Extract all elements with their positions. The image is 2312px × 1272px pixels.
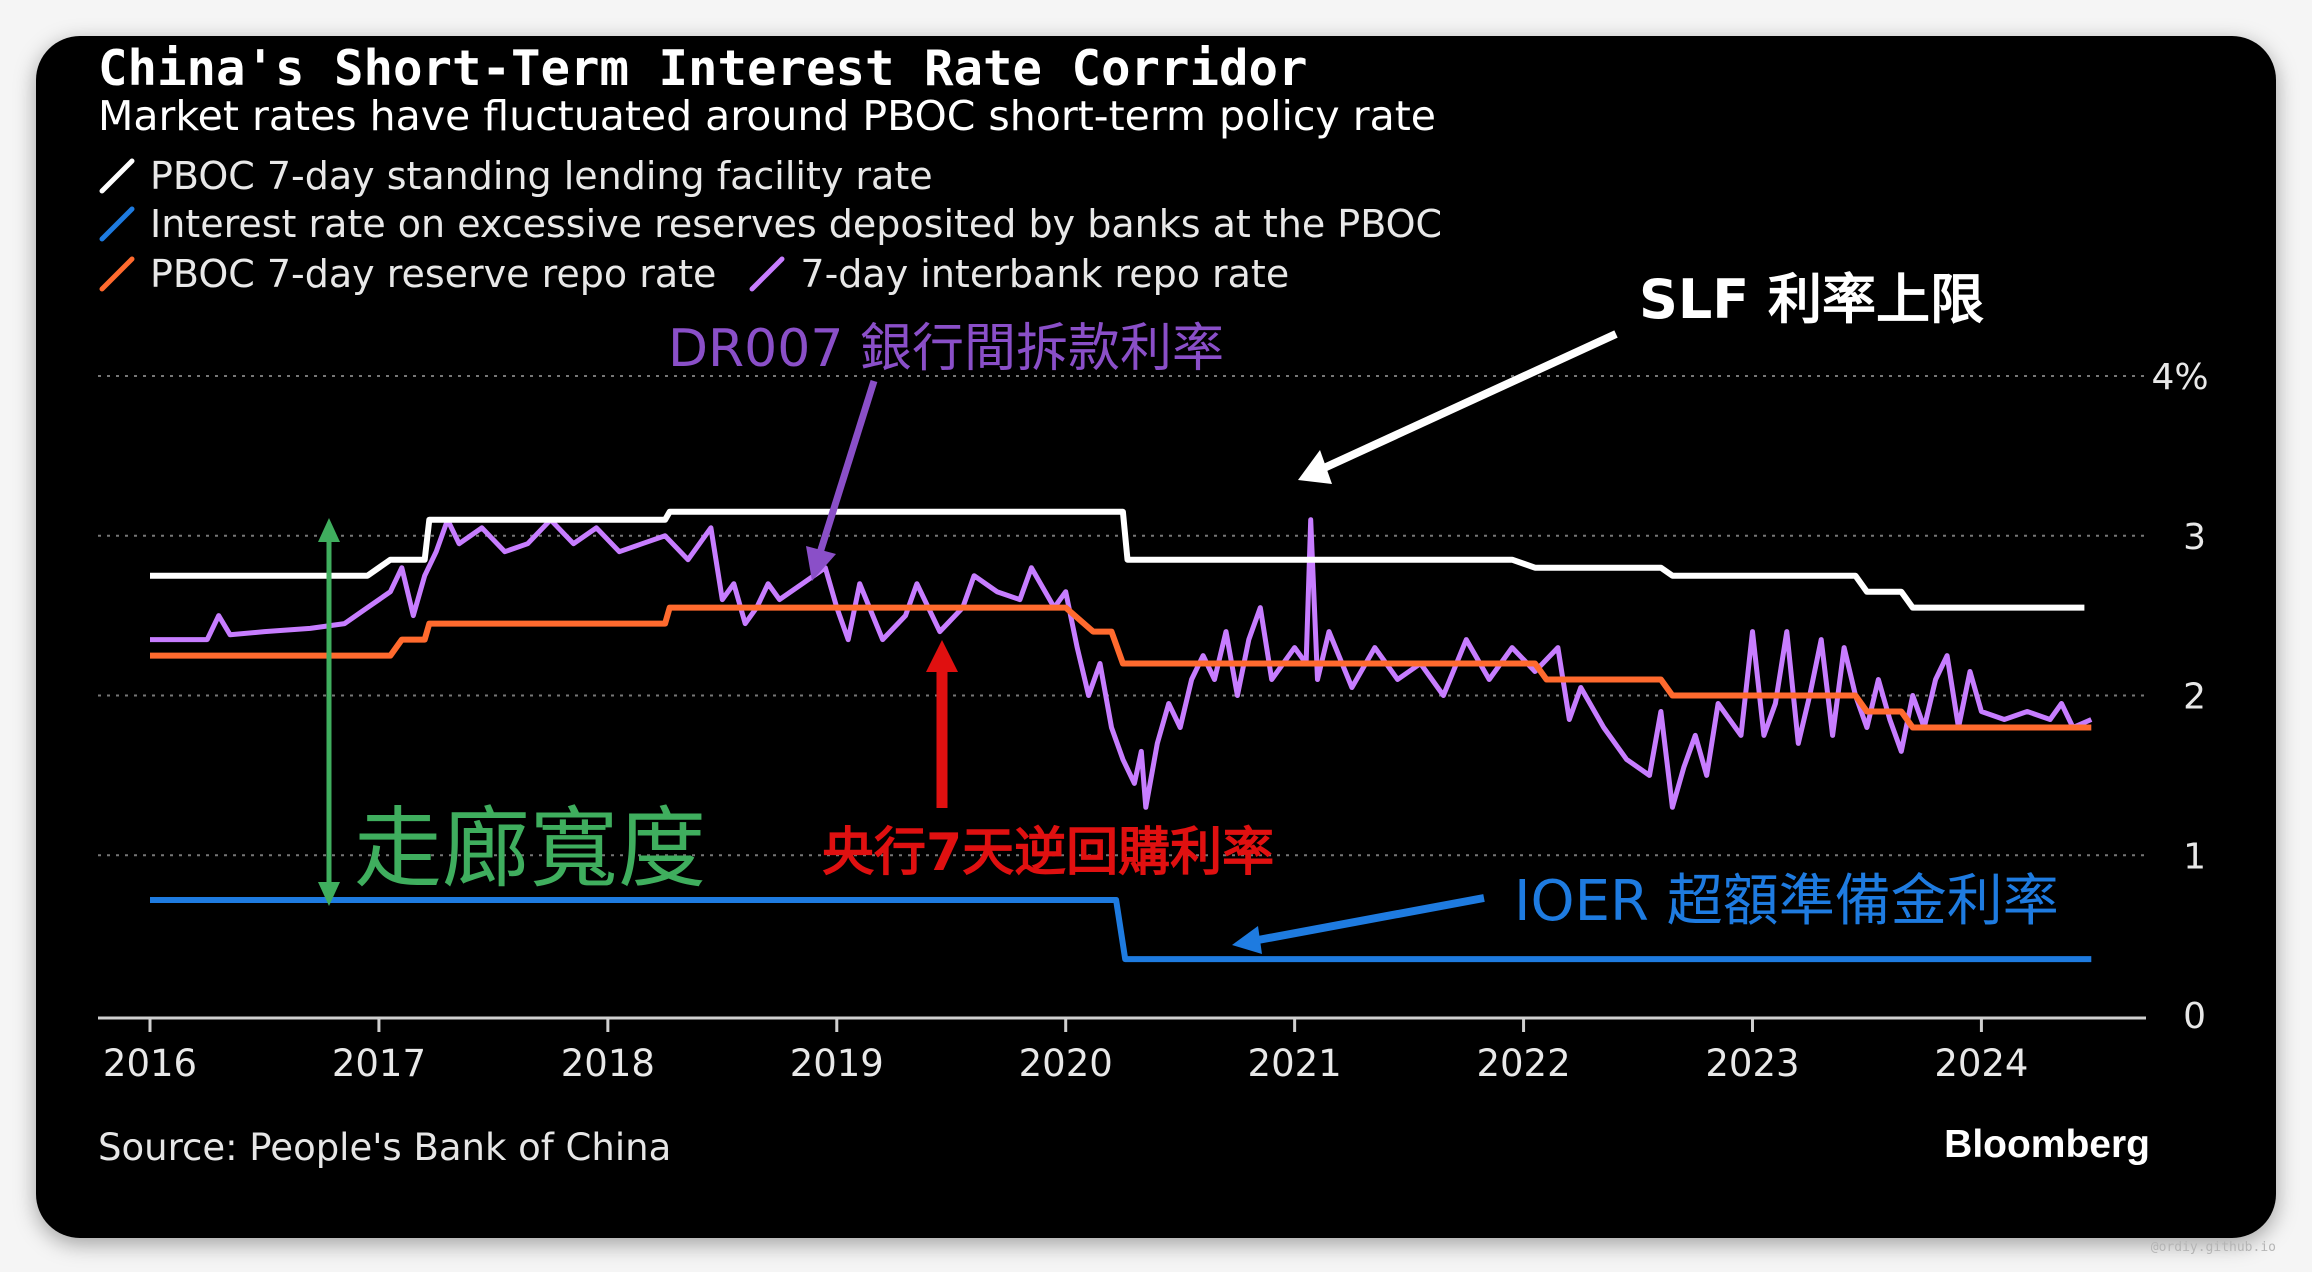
- annotation-layer: DR007 銀行間拆款利率 SLF 利率上限 走廊寬度 央行7天逆回購利率 IO…: [318, 268, 2059, 954]
- ioer-arrow: [1257, 894, 1485, 944]
- y-tick-label: 3: [2183, 517, 2206, 558]
- axis-layer: 0 1 2 3 4% 2016 2017 2018 2019 2020 2021 2022 2023 20…: [98, 357, 2209, 1085]
- dr007-arrow: [815, 379, 878, 558]
- legend-slash-icon: [96, 203, 138, 245]
- reverse-repo-arrowhead: [926, 640, 958, 672]
- x-tick-label: 2019: [790, 1042, 884, 1085]
- legend-entry-ioer: Interest rate on excessive reserves depo…: [96, 202, 1472, 246]
- corridor-arrowhead-bottom: [318, 882, 340, 906]
- bloomberg-logo: Bloomberg: [1944, 1123, 2150, 1166]
- legend-entry-slf: PBOC 7-day standing lending facility rat…: [96, 154, 963, 198]
- slf-cap-arrow: [1322, 330, 1618, 472]
- series-line-1: [150, 897, 2092, 963]
- legend-label-ioer: Interest rate on excessive reserves depo…: [150, 202, 1443, 246]
- grid-layer: [98, 375, 2146, 857]
- legend-label-interbank: 7-day interbank repo rate: [800, 252, 1290, 296]
- x-tick-label: 2016: [103, 1042, 197, 1085]
- slf-cap-label: SLF 利率上限: [1639, 268, 1984, 331]
- legend-slash-icon: [746, 253, 788, 295]
- x-tick-label: 2017: [332, 1042, 426, 1085]
- chart-title: China's Short-Term Interest Rate Corrido…: [98, 40, 1308, 97]
- corridor-label: 走廊寬度: [354, 797, 706, 900]
- series-line-2: [150, 604, 2092, 731]
- chart-subtitle: Market rates have fluctuated around PBOC…: [98, 92, 1437, 140]
- y-tick-label: 1: [2183, 836, 2206, 877]
- watermark: @ordiy.github.io: [2150, 1240, 2276, 1255]
- dr007-label: DR007 銀行間拆款利率: [668, 319, 1224, 379]
- legend-label-repo: PBOC 7-day reserve repo rate: [150, 252, 717, 296]
- x-tick-label: 2018: [561, 1042, 655, 1085]
- x-tick-label: 2024: [1934, 1042, 2028, 1085]
- y-tick-label: 0: [2183, 996, 2206, 1037]
- y-tick-label: 2: [2183, 677, 2206, 718]
- slf-cap-arrowhead: [1298, 450, 1332, 484]
- series-layer: [150, 508, 2093, 963]
- corridor-arrowhead-top: [318, 518, 340, 542]
- dr007-arrowhead: [806, 546, 836, 581]
- chart-plot: 0 1 2 3 4% 2016 2017 2018 2019 2020 2021 2022 2023 20…: [98, 268, 2209, 1085]
- ioer-arrowhead: [1232, 926, 1262, 954]
- y-tick-label: 4%: [2151, 357, 2208, 398]
- x-tick-label: 2022: [1476, 1042, 1570, 1085]
- reverse-repo-label: 央行7天逆回購利率: [822, 823, 1274, 883]
- series-line-3: [150, 517, 2093, 810]
- series-line-0: [150, 508, 2085, 611]
- x-tick-label: 2021: [1248, 1042, 1342, 1085]
- legend-entry-repo-and-interbank: PBOC 7-day reserve repo rate 7-day inter…: [96, 252, 1319, 296]
- source-note: Source: People's Bank of China: [98, 1126, 672, 1169]
- legend-slash-icon: [96, 253, 138, 295]
- chart-card: China's Short-Term Interest Rate Corrido…: [36, 36, 2276, 1238]
- ioer-label: IOER 超額準備金利率: [1514, 869, 2059, 934]
- x-tick-label: 2020: [1019, 1042, 1113, 1085]
- legend-label-slf: PBOC 7-day standing lending facility rat…: [150, 154, 933, 198]
- legend-slash-icon: [96, 155, 138, 197]
- x-tick-label: 2023: [1705, 1042, 1799, 1085]
